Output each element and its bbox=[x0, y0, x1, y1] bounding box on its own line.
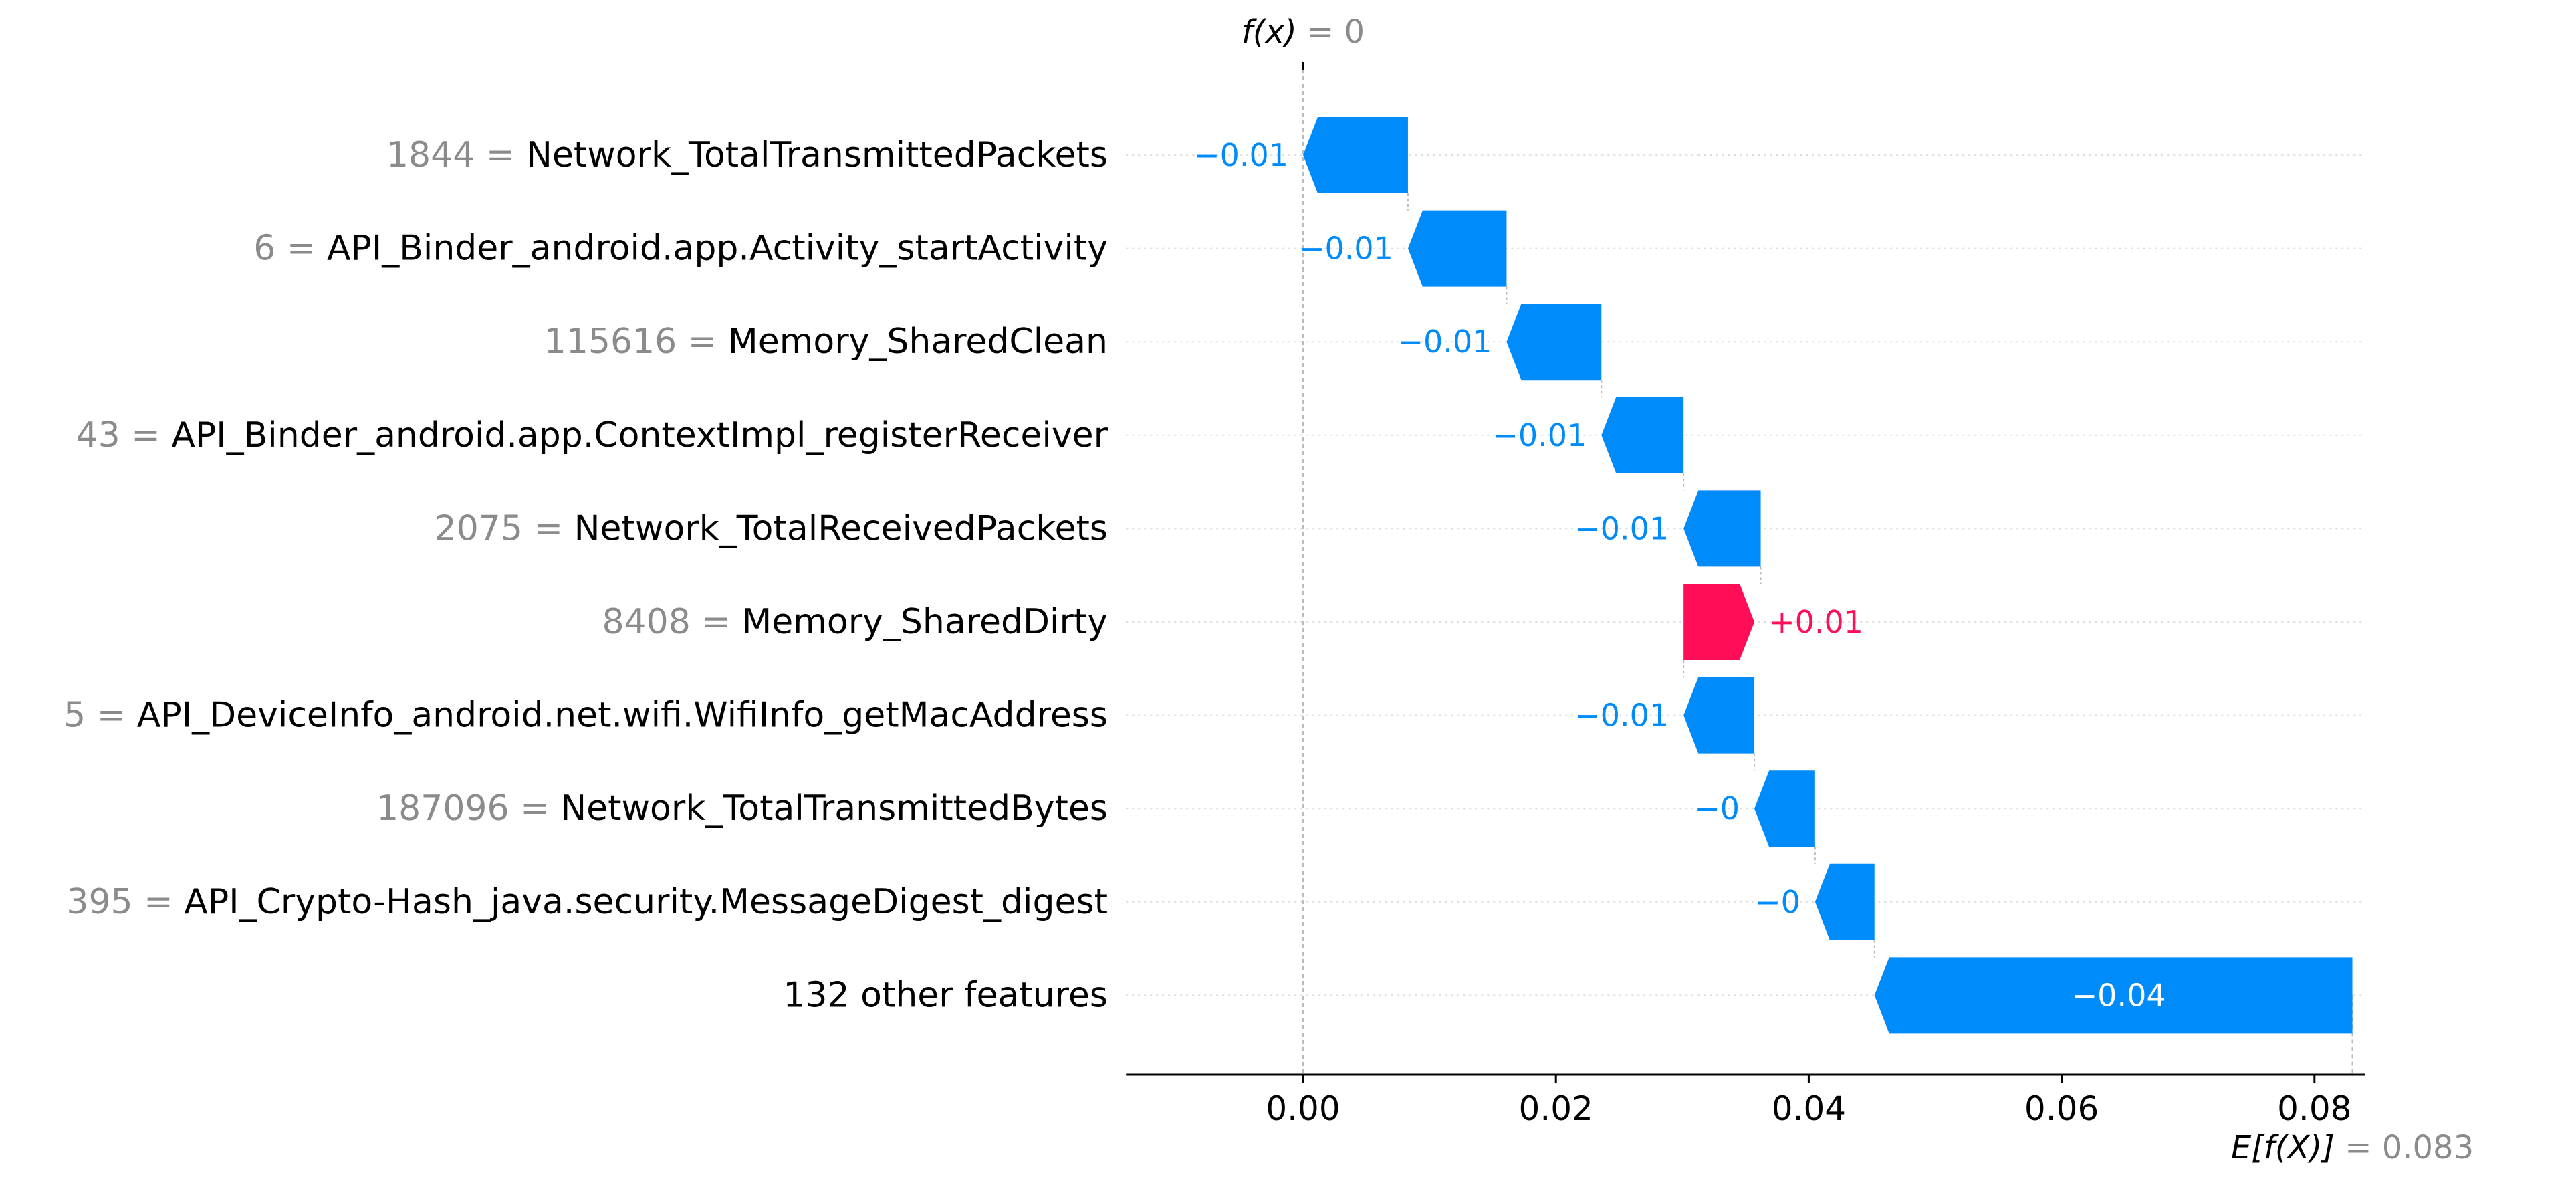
feature-value: 187096 = bbox=[376, 788, 560, 829]
bar-value-label: −0 bbox=[1694, 790, 1740, 827]
fx-label: f(x) bbox=[1242, 13, 1297, 51]
feature-name: 132 other features bbox=[783, 975, 1108, 1015]
feature-label: 132 other features bbox=[783, 975, 1108, 1015]
efx-annotation: E[f(X)] = 0.083 bbox=[2231, 1129, 2474, 1166]
bar-memory-shareddirty bbox=[1683, 584, 1755, 660]
fx-annotation-text: f(x) = 0 bbox=[1242, 13, 1365, 51]
feature-name: Memory_SharedDirty bbox=[741, 602, 1108, 642]
bar-value-label: −0.01 bbox=[1299, 231, 1393, 267]
feature-value: 395 = bbox=[66, 882, 184, 922]
bar-value-label: −0.01 bbox=[1194, 137, 1288, 173]
feature-value: 115616 = bbox=[544, 322, 728, 362]
bar-132-other-features bbox=[1874, 957, 2353, 1034]
x-tick-label: 0.02 bbox=[1519, 1089, 1593, 1128]
feature-name: Memory_SharedClean bbox=[728, 322, 1108, 362]
feature-value: 6 = bbox=[253, 229, 327, 269]
feature-label: 6 = API_Binder_android.app.Activity_star… bbox=[253, 229, 1108, 269]
bar-api-crypto-hash-java-security-messagedigest-digest bbox=[1814, 863, 1875, 940]
reference-lines bbox=[1302, 62, 2353, 1075]
feature-label: 395 = API_Crypto-Hash_java.security.Mess… bbox=[66, 882, 1108, 922]
feature-label: 43 = API_Binder_android.app.ContextImpl_… bbox=[76, 415, 1108, 455]
x-axis: 0.00 0.02 0.04 0.06 0.08 bbox=[1126, 1073, 2365, 1128]
efx-label: E[f(X)] bbox=[2231, 1129, 2335, 1166]
feature-labels: 1844 = Network_TotalTransmittedPackets 6 … bbox=[64, 135, 1108, 1015]
bar-network-totaltransmittedpackets bbox=[1303, 117, 1408, 193]
bar-value-label: −0.04 bbox=[2072, 977, 2166, 1013]
feature-name: Network_TotalTransmittedPackets bbox=[526, 135, 1108, 175]
efx-annotation-text: E[f(X)] = 0.083 bbox=[2231, 1129, 2474, 1166]
feature-label: 115616 = Memory_SharedClean bbox=[544, 322, 1108, 362]
feature-name: API_Binder_android.app.ContextImpl_regis… bbox=[171, 415, 1108, 455]
bar-network-totalreceivedpackets bbox=[1683, 490, 1761, 567]
bar-memory-sharedclean bbox=[1506, 304, 1602, 381]
efx-value: = 0.083 bbox=[2335, 1129, 2474, 1166]
feature-label: 5 = API_DeviceInfo_android.net.wifi.Wifi… bbox=[64, 695, 1108, 736]
bar-api-deviceinfo-android-net-wifi-wifiinfo-getmacaddress bbox=[1683, 677, 1755, 754]
bar-value-label: −0 bbox=[1755, 884, 1800, 920]
feature-value: 1844 = bbox=[386, 135, 526, 175]
bar-value-label: −0.01 bbox=[1574, 697, 1669, 734]
feature-value: 5 = bbox=[64, 695, 137, 736]
x-tick-label: 0.04 bbox=[1772, 1089, 1846, 1128]
feature-value: 2075 = bbox=[435, 508, 574, 548]
feature-name: API_DeviceInfo_android.net.wifi.WifiInfo… bbox=[137, 695, 1108, 736]
x-tick-label: 0.06 bbox=[2024, 1089, 2099, 1128]
bar-value-label: +0.01 bbox=[1769, 604, 1863, 640]
feature-name: API_Crypto-Hash_java.security.MessageDig… bbox=[184, 882, 1108, 922]
feature-name: Network_TotalReceivedPackets bbox=[574, 508, 1108, 548]
feature-label: 187096 = Network_TotalTransmittedBytes bbox=[376, 788, 1108, 829]
feature-name: Network_TotalTransmittedBytes bbox=[560, 788, 1108, 829]
feature-label: 1844 = Network_TotalTransmittedPackets bbox=[386, 135, 1108, 175]
feature-name: API_Binder_android.app.Activity_startAct… bbox=[327, 229, 1108, 269]
bar-value-label: −0.01 bbox=[1574, 510, 1669, 546]
bar-api-binder-android-app-activity-startactivity bbox=[1407, 210, 1507, 287]
feature-label: 2075 = Network_TotalReceivedPackets bbox=[435, 508, 1108, 548]
x-tick-label: 0.00 bbox=[1266, 1089, 1340, 1128]
feature-value: 43 = bbox=[76, 415, 172, 455]
fx-value: = 0 bbox=[1297, 13, 1365, 51]
x-tick-label: 0.08 bbox=[2277, 1089, 2351, 1128]
bar-network-totaltransmittedbytes bbox=[1754, 770, 1815, 847]
gridlines bbox=[1126, 154, 2365, 996]
bars: −0.01 −0.01 −0.01 −0.01 −0.01 +0.01 −0.01 −0 −0 −… bbox=[1194, 117, 2353, 1034]
feature-value: 8408 = bbox=[602, 602, 741, 642]
bar-value-label: −0.01 bbox=[1397, 324, 1492, 360]
fx-annotation: f(x) = 0 bbox=[1242, 13, 1365, 51]
bar-value-label: −0.01 bbox=[1492, 417, 1587, 453]
bar-api-binder-android-app-contextimpl-registerreceiver bbox=[1601, 397, 1684, 473]
feature-label: 8408 = Memory_SharedDirty bbox=[602, 602, 1108, 642]
